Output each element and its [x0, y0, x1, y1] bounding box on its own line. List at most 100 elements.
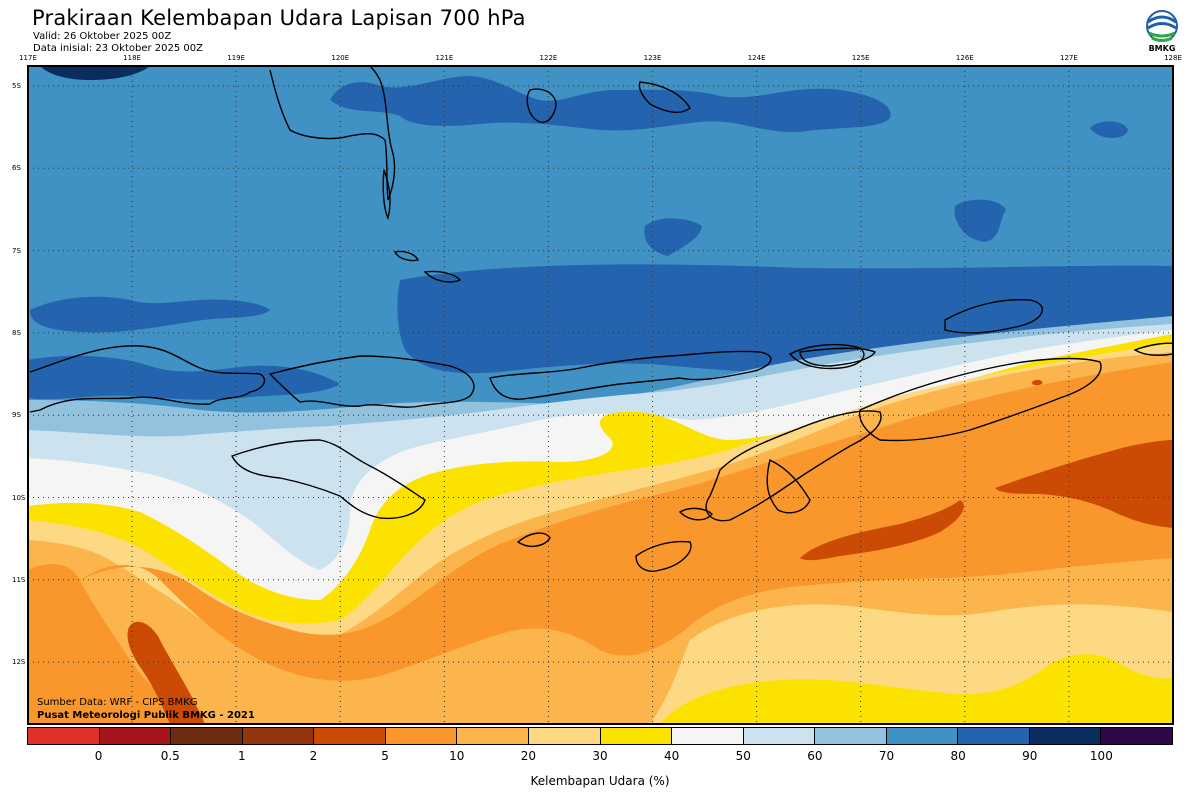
colorbar-segment	[1029, 728, 1102, 744]
coastline-selayar	[382, 169, 391, 221]
humidity-band-2-5	[800, 500, 964, 561]
colorbar-tick-label: 2	[309, 749, 318, 763]
colorbar-tick-label: 0.5	[160, 749, 180, 763]
latitude-label: 5S	[12, 82, 21, 90]
humidity-band-80-90	[28, 355, 340, 400]
coastline-flores	[489, 350, 772, 400]
colorbar-segment	[600, 728, 673, 744]
longitude-label: 126E	[955, 54, 974, 62]
colorbar-tick-label: 90	[1022, 749, 1038, 763]
humidity-band-90-100	[40, 66, 150, 80]
humidity-fill-layer	[28, 66, 1173, 724]
coastline-sulawesi-south	[269, 66, 396, 201]
longitude-label: 127E	[1060, 54, 1078, 62]
humidity-band-30-40	[660, 654, 1173, 724]
colorbar-tick-label: 0	[94, 749, 103, 763]
longitude-label: 124E	[747, 54, 766, 62]
colorbar-segment	[28, 728, 100, 744]
humidity-band-2-5	[127, 621, 205, 724]
longitude-label: 122E	[539, 54, 558, 62]
humidity-band-2-5	[1032, 379, 1043, 386]
coastline-banda	[638, 81, 691, 114]
colorbar-segment	[385, 728, 458, 744]
colorbar-segment	[958, 728, 1030, 744]
colorbar-tick-label: 20	[520, 749, 537, 763]
map-frame	[27, 65, 1174, 725]
coastline-sumba	[231, 439, 426, 520]
colorbar-tick-label: 5	[381, 749, 389, 763]
latitude-label: 6S	[12, 164, 21, 173]
longitude-label: 128E	[1164, 54, 1182, 62]
coastline-sabu	[516, 532, 551, 548]
latitude-label: 11S	[12, 575, 26, 584]
coastline-wetar	[799, 347, 877, 367]
humidity-band-80-90	[330, 76, 891, 133]
coastline-sumbawa	[268, 355, 475, 408]
colorbar-segment	[457, 728, 529, 744]
colorbar-tick-label: 30	[592, 749, 608, 763]
coastline-rote	[678, 507, 713, 521]
colorbar-segment	[314, 728, 386, 744]
humidity-band-5-10	[28, 564, 200, 724]
colorbar-segment	[242, 728, 315, 744]
coastline-australia-north	[858, 357, 1102, 442]
coastline-timor	[705, 410, 882, 522]
longitude-label: 118E	[123, 54, 141, 62]
coastline-tanimbar	[944, 298, 1043, 334]
valid-time: Valid: 26 Oktober 2025 00Z	[33, 31, 172, 42]
coastline-sumbawa-north	[393, 250, 420, 262]
coastline-buton	[526, 88, 557, 123]
center-credit: Pusat Meteorologi Publik BMKG - 2021	[37, 710, 255, 721]
colorbar-tick-label: 10	[449, 749, 465, 763]
coastline-timor-border	[766, 458, 811, 514]
coastline-lombok	[29, 345, 266, 413]
humidity-band-80-90	[1090, 121, 1128, 138]
colorbar-tick-label: 80	[950, 749, 966, 763]
coastline-roti-south	[635, 540, 692, 572]
longitude-label: 120E	[331, 54, 350, 62]
coastline-arafura-east	[1133, 342, 1173, 356]
latitude-label: 12S	[12, 658, 26, 667]
humidity-band-5-10	[80, 362, 1173, 681]
graticule	[28, 66, 1173, 724]
data-source-credit: Sumber Data: WRF - CIPS BMKG	[37, 697, 198, 708]
colorbar-tick-label: 100	[1089, 749, 1113, 763]
colorbar-tick-label: 1	[238, 749, 246, 763]
colorbar-segment	[743, 728, 816, 744]
logo-text: BMKG	[1148, 44, 1176, 53]
coastline-flores-sea-islands	[423, 270, 462, 283]
bmkg-logo-icon	[1146, 10, 1178, 42]
colorbar-tick-label: 40	[663, 749, 680, 763]
humidity-band-80-90	[644, 218, 702, 256]
latitude-label: 10S	[12, 493, 26, 502]
humidity-band-2-5	[995, 440, 1173, 528]
colorbar-tick-label: 70	[878, 749, 895, 763]
colorbar-segment	[99, 728, 172, 744]
initial-time: Data inisial: 23 Oktober 2025 00Z	[33, 43, 203, 54]
humidity-band-80-90	[954, 199, 1006, 242]
longitude-label: 117E	[19, 54, 37, 62]
colorbar-segment	[815, 728, 887, 744]
latitude-label: 9S	[12, 411, 21, 420]
humidity-band-80-90	[30, 296, 270, 333]
longitude-label: 121E	[435, 54, 454, 62]
coastlines	[29, 66, 1173, 572]
colorbar-segment	[672, 728, 744, 744]
colorbar-segment	[171, 728, 243, 744]
map-title: Prakiraan Kelembapan Udara Lapisan 700 h…	[32, 6, 526, 30]
humidity-band-10-20	[250, 690, 600, 724]
colorbar-segment	[528, 728, 601, 744]
coastline-alor-region	[788, 343, 865, 370]
colorbar-segment	[1101, 728, 1172, 744]
colorbar-tick-label: 50	[735, 749, 751, 763]
longitude-label: 119E	[227, 54, 246, 62]
longitude-label: 123E	[643, 54, 662, 62]
colorbar-tick-label: 60	[807, 749, 823, 763]
colorbar	[27, 727, 1173, 745]
colorbar-title: Kelembapan Udara (%)	[530, 774, 670, 788]
colorbar-segment	[886, 728, 959, 744]
longitude-label: 125E	[851, 54, 870, 62]
latitude-label: 8S	[12, 328, 21, 337]
latitude-label: 7S	[12, 246, 21, 255]
